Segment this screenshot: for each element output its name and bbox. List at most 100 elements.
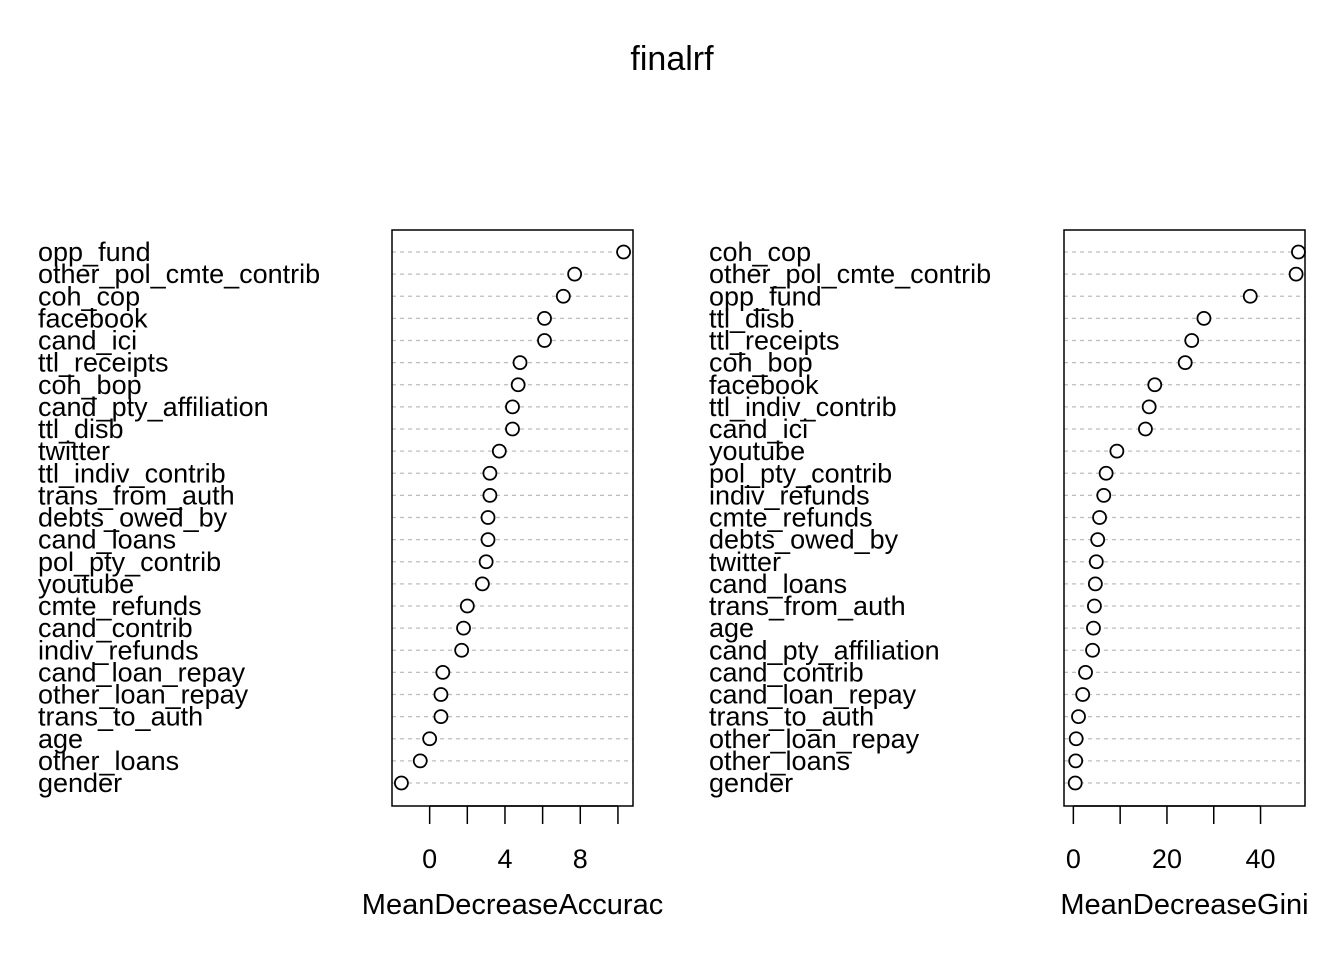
data-point	[512, 355, 528, 371]
x-axis-label: MeanDecreaseAccurac	[362, 889, 663, 921]
data-point	[412, 753, 428, 769]
variable-label: gender	[38, 768, 122, 798]
variable-label: ttl_disb	[38, 414, 124, 444]
data-point	[1078, 664, 1093, 680]
variable-label: ttl_indiv_contrib	[38, 458, 226, 488]
variable-label: cmte_refunds	[38, 591, 202, 621]
variable-label: coh_cop	[38, 281, 140, 311]
variable-label: debts_owed_by	[38, 503, 228, 533]
variable-label: youtube	[709, 436, 805, 466]
variable-label: opp_fund	[709, 281, 822, 311]
variable-label: youtube	[38, 569, 134, 599]
variable-label: other_loans	[38, 746, 179, 776]
data-point	[510, 377, 526, 393]
data-point	[1109, 443, 1125, 459]
data-point	[435, 664, 451, 680]
variable-label: cand_ici	[709, 414, 808, 444]
x-tick-label: 0	[422, 844, 437, 874]
data-point	[482, 465, 498, 481]
variable-label: other_loan_repay	[38, 680, 249, 710]
data-point	[1075, 687, 1091, 702]
data-point	[505, 421, 520, 437]
variable-label: trans_to_auth	[38, 702, 203, 732]
variable-label: facebook	[38, 303, 148, 333]
variable-label: cmte_refunds	[709, 503, 873, 533]
x-axis-label: MeanDecreaseGini	[1060, 889, 1308, 921]
variable-label: cand_loan_repay	[709, 680, 917, 710]
data-point	[454, 642, 470, 658]
variable-label: opp_fund	[38, 237, 151, 267]
variable-label: trans_to_auth	[709, 702, 874, 732]
variable-label: twitter	[38, 436, 110, 466]
data-point	[1196, 310, 1212, 326]
data-point	[1092, 510, 1107, 525]
variable-label: ttl_receipts	[709, 326, 840, 356]
variable-label: other_loans	[709, 746, 850, 776]
variable-label: other_pol_cmte_contrib	[38, 259, 320, 289]
data-point	[1147, 377, 1163, 393]
variable-label: coh_bop	[38, 370, 142, 400]
panels: opp_fundother_pol_cmte_contribcoh_copfac…	[38, 229, 1309, 921]
variable-label: other_loan_repay	[709, 724, 920, 754]
variable-label: pol_pty_contrib	[709, 458, 892, 488]
x-tick-label: 20	[1152, 844, 1182, 874]
data-point	[1184, 333, 1200, 348]
variable-label: cand_ici	[38, 326, 137, 356]
variable-label: indiv_refunds	[709, 480, 870, 510]
data-point	[394, 775, 409, 791]
data-point	[1291, 244, 1306, 260]
variable-label: cand_contrib	[38, 613, 193, 643]
variable-label: age	[709, 613, 754, 643]
data-point	[1242, 288, 1258, 304]
panel-2: coh_copother_pol_cmte_contribopp_fundttl…	[709, 229, 1309, 921]
variable-label: ttl_receipts	[38, 348, 169, 378]
data-point	[474, 576, 490, 592]
variable-label: gender	[709, 768, 793, 798]
variable-label: coh_bop	[709, 348, 813, 378]
data-point	[567, 266, 583, 282]
data-point	[505, 399, 520, 415]
variable-label: cand_pty_affiliation	[38, 392, 269, 422]
data-point	[459, 598, 475, 614]
data-point	[482, 487, 498, 503]
data-point	[537, 310, 552, 326]
variable-label: twitter	[709, 547, 781, 577]
variable-label: cand_loans	[38, 525, 176, 555]
data-point	[1288, 266, 1304, 282]
variable-label: cand_contrib	[709, 657, 864, 687]
data-point	[1087, 598, 1102, 614]
data-point	[1090, 532, 1106, 548]
variable-label: pol_pty_contrib	[38, 547, 221, 577]
data-point	[1141, 399, 1157, 415]
variable-label: ttl_indiv_contrib	[709, 392, 897, 422]
variable-label: debts_owed_by	[709, 525, 899, 555]
variable-label: age	[38, 724, 83, 754]
data-point	[480, 510, 496, 525]
variable-label: coh_cop	[709, 237, 811, 267]
data-point	[1088, 554, 1104, 570]
data-point	[1177, 355, 1193, 371]
variable-label: cand_loan_repay	[38, 657, 246, 687]
data-point	[555, 288, 571, 304]
data-point	[433, 687, 449, 702]
data-point	[1138, 421, 1153, 437]
data-point	[1098, 465, 1114, 481]
variable-label: facebook	[709, 370, 819, 400]
variable-label: trans_from_auth	[38, 480, 235, 510]
variable-label: trans_from_auth	[709, 591, 906, 621]
data-point	[422, 731, 438, 747]
data-point	[1086, 620, 1101, 636]
variable-label: ttl_disb	[709, 303, 795, 333]
x-tick-label: 0	[1066, 844, 1081, 874]
variable-label: cand_pty_affiliation	[709, 635, 940, 665]
data-point	[1068, 753, 1084, 769]
x-tick-label: 4	[497, 844, 512, 874]
x-tick-label: 40	[1246, 844, 1276, 874]
data-point	[1096, 487, 1112, 503]
data-point	[478, 554, 494, 570]
data-point	[480, 532, 496, 548]
data-point	[456, 620, 471, 636]
data-point	[1071, 709, 1086, 725]
data-point	[1067, 775, 1083, 791]
